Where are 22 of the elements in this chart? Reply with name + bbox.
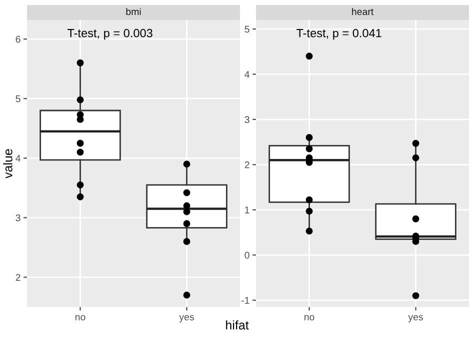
y-tick-label: 4 <box>244 71 250 78</box>
chart-title: heart <box>352 8 374 16</box>
y-tick-label: 0 <box>244 252 250 259</box>
y-axis-title: value <box>3 149 12 178</box>
y-tick-label: 3 <box>16 214 20 222</box>
chart-title: bmi <box>126 8 141 16</box>
x-tick-label: yes <box>179 315 194 322</box>
y-tick-label: 1 <box>245 206 250 214</box>
x-tick-label: no <box>75 315 86 320</box>
y-tick-label: 4 <box>16 154 20 162</box>
x-tick-label: no <box>304 315 314 320</box>
y-tick-label: 2 <box>16 274 20 281</box>
y-tick-label: 5 <box>16 95 20 102</box>
y-tick-label: 2 <box>244 161 250 168</box>
annotation: T-test, p = 0.003 <box>68 28 152 40</box>
y-tick-label: 5 <box>244 26 250 33</box>
y-tick-label: 6 <box>16 36 20 43</box>
x-axis-title: hifat <box>226 320 249 330</box>
annotation: T-test, p = 0.041 <box>296 28 382 40</box>
y-tick-label: -1 <box>242 297 250 304</box>
x-tick-label: yes <box>408 315 423 322</box>
y-tick-label: 3 <box>244 116 250 124</box>
